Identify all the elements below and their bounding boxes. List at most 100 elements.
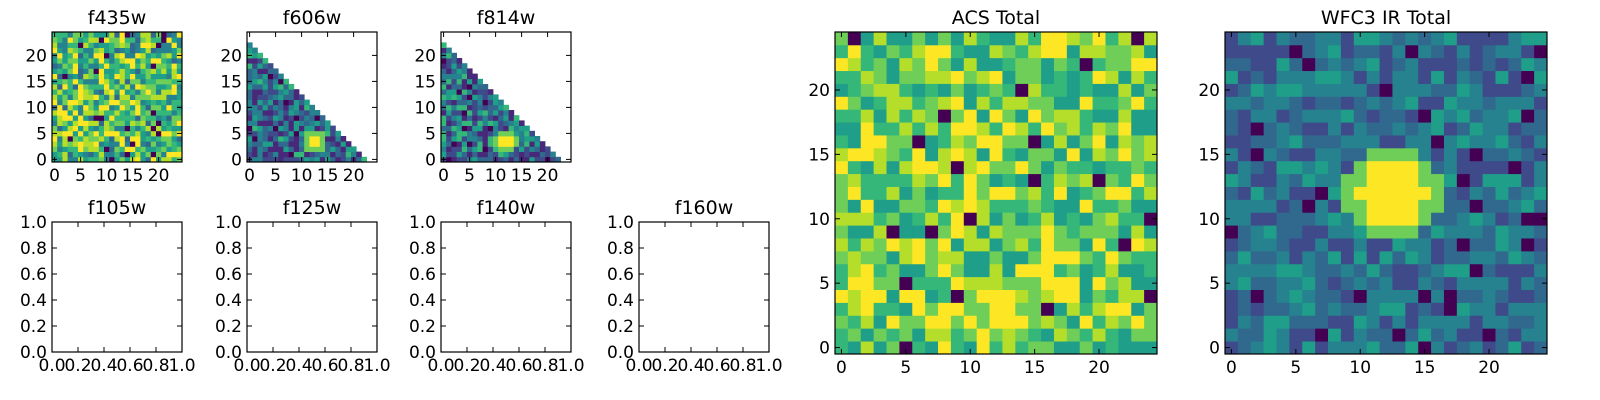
f606w-cell [288,151,295,158]
f814w-cell [472,94,478,100]
f125w-xtick-label: 0.4 [285,356,312,376]
acs-total-cell [925,147,939,162]
f606w-cell [267,73,274,80]
acs-total-cell [873,147,887,162]
wfc3-ir-total-cell [1443,263,1458,278]
wfc3-ir-total-cell [1392,225,1406,239]
f435w-cell [83,110,89,116]
f606w-cell [304,120,310,126]
f435w-cell [98,125,105,132]
wfc3-ir-total-cell [1353,173,1368,187]
f606w-cell [252,104,258,111]
f435w-cell [130,104,136,111]
wfc3-ir-total-cell [1302,238,1316,252]
acs-total-cell [1144,250,1158,265]
f606w-cell [304,99,310,106]
f606w-cell [340,156,347,163]
f435w-cell [140,78,146,85]
wfc3-ir-total-cell [1521,122,1535,136]
f435w-cell [104,63,110,69]
f435w-cell [93,136,100,142]
f606w-cell [262,110,269,116]
wfc3-ir-total-cell [1443,160,1458,175]
wfc3-ir-total-cell [1263,315,1277,329]
acs-total-cell [938,57,952,72]
f435w-cell [176,32,183,38]
f606w-cell [283,146,289,152]
acs-total-cell [847,173,862,187]
wfc3-ir-total-cell [1237,302,1252,316]
acs-total-cell [1002,57,1016,72]
f814w-cell [550,151,556,158]
acs-total-cell [1092,44,1106,59]
f435w-cell [176,89,183,95]
acs-total-cell [1079,225,1093,239]
f814w-cell [441,120,447,126]
wfc3-ir-total-cell [1443,341,1458,355]
wfc3-ir-total-cell [1431,263,1445,278]
f435w-cell [114,115,120,121]
wfc3-ir-total-cell [1392,32,1406,46]
acs-total-cell [950,263,965,278]
wfc3-ir-total-cell [1495,44,1509,59]
acs-total-cell [835,212,849,226]
wfc3-ir-total-cell [1276,328,1290,342]
f814w-cell [477,84,483,90]
f814w-cell [441,42,447,48]
wfc3-ir-total-cell [1392,122,1406,136]
acs-total-cell [835,83,849,97]
f606w-cell [278,136,284,142]
acs-total-cell [886,186,900,200]
f435w-cell [67,58,74,64]
acs-total-cell [1079,315,1093,329]
f435w-cell [98,156,105,163]
f435w-cell [130,78,136,85]
f814w-cell [487,99,494,106]
acs-total-cell [1092,160,1106,175]
acs-total-cell [1131,199,1145,213]
wfc3-ir-total-cell [1495,276,1509,290]
acs-total-cell [873,315,887,329]
wfc3-ir-total-cell [1289,57,1303,72]
f606w-ytick-label: 20 [220,46,242,66]
acs-total-cell [1053,160,1068,175]
wfc3-ir-total-cell [1276,83,1290,97]
f606w-cell [247,42,253,48]
acs-total-cell [976,250,990,265]
f606w-cell [319,156,326,163]
acs-total-cell [925,199,939,213]
wfc3-ir-total-cell [1276,186,1290,200]
acs-total-cell [1015,212,1029,226]
f435w-cell [72,156,79,163]
f435w-cell [78,84,84,90]
f435w-cell [88,141,94,147]
f435w-cell [57,47,63,54]
f435w-cell [135,68,141,74]
wfc3-ir-total-cell [1353,263,1368,278]
acs-total-cell [1002,96,1016,110]
f435w-cell [119,89,126,95]
wfc3-ir-total-cell [1366,276,1380,290]
acs-total-cell [938,212,952,226]
f435w-cell [104,104,110,111]
f435w-cell [145,146,152,152]
acs-total-cell [835,302,849,316]
f435w-cell [114,63,120,69]
f435w-cell [78,78,84,85]
f814w-cell [472,99,478,106]
f606w-cell [299,130,305,137]
wfc3-ir-total-cell [1508,44,1522,59]
wfc3-ir-total-cell [1469,315,1483,329]
acs-total-cell [1015,238,1029,252]
f435w-cell [145,115,152,121]
wfc3-ir-total-cell [1469,57,1483,72]
f105w-ytick-label: 0.8 [20,239,47,259]
f814w-cell [441,136,447,142]
wfc3-ir-total-cell [1315,289,1329,303]
wfc3-ir-total-cell [1431,160,1445,175]
f435w-cell [93,78,100,85]
acs-total-xtick-label: 0 [836,358,847,378]
acs-total-cell [1131,250,1145,265]
wfc3-ir-total-cell [1302,96,1316,110]
f435w-cell [67,156,74,163]
